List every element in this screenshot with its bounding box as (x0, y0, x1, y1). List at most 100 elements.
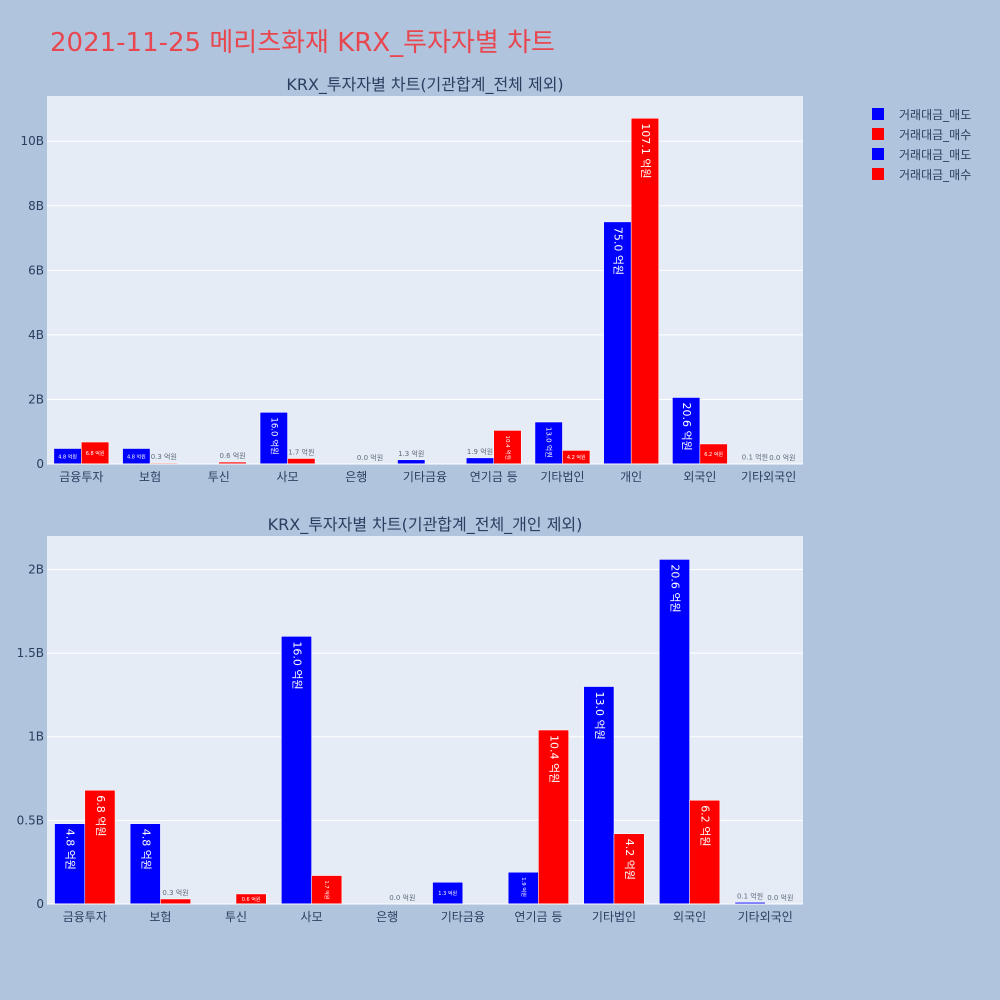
legend-label: 거래대금_매도 (899, 107, 972, 122)
legend-item[interactable]: 거래대금_매수 (872, 124, 971, 144)
data-label: 16.0 억원 (290, 641, 303, 689)
bar-sell (397, 459, 426, 465)
data-label: 6.2 억원 (699, 805, 712, 846)
bar-sell (507, 871, 539, 905)
bar-sell (465, 457, 494, 465)
x-tick-label: 기타외국인 (741, 470, 796, 484)
bar-sell (281, 636, 312, 905)
data-label: 0.0 억원 (767, 893, 793, 902)
legend-label: 거래대금_매수 (899, 127, 972, 142)
data-label: 10.4 억원 (548, 735, 561, 783)
legend-swatch-sell (872, 108, 884, 120)
bar-buy (538, 729, 569, 905)
chart-title: KRX_투자자별 차트(기관합계_전체 제외) (286, 75, 563, 95)
x-tick-label: 기타법인 (540, 470, 584, 484)
x-tick-label: 연기금 등 (514, 910, 562, 924)
y-tick-label: 8B (28, 199, 44, 213)
legend-label: 거래대금_매수 (899, 167, 972, 182)
data-label: 20.6 억원 (668, 564, 681, 612)
data-label: 0.3 억원 (162, 888, 188, 897)
data-label: 0.6 억원 (242, 896, 261, 903)
x-tick-label: 기타금융 (441, 910, 485, 924)
bar-sell (603, 221, 632, 465)
legend-swatch-buy (872, 128, 884, 140)
data-label: 1.7 억원 (323, 881, 330, 900)
data-label: 0.1 억원 (742, 453, 768, 462)
data-label: 10.4 억원 (504, 435, 512, 459)
data-label: 1.7 억원 (288, 448, 314, 457)
data-label: 20.6 억원 (680, 403, 693, 451)
x-tick-label: 투신 (208, 470, 230, 484)
data-label: 4.2 억원 (567, 454, 586, 461)
data-label: 107.1 억원 (639, 123, 652, 178)
data-label: 4.8 억원 (139, 829, 152, 870)
x-tick-label: 기타외국인 (738, 910, 793, 924)
data-label: 1.3 억원 (438, 890, 457, 897)
legend-swatch-buy (872, 168, 884, 180)
data-label: 6.8 억원 (94, 795, 107, 836)
data-label: 0.0 억원 (389, 893, 415, 902)
data-label: 13.0 억원 (593, 692, 606, 740)
bar-sell (534, 421, 563, 465)
data-label: 4.8 억원 (58, 453, 77, 460)
y-tick-label: 2B (28, 562, 44, 576)
data-label: 4.8 억원 (127, 453, 146, 460)
legend: 거래대금_매도 거래대금_매수 거래대금_매도 거래대금_매수 (872, 104, 971, 184)
legend-item[interactable]: 거래대금_매수 (872, 164, 971, 184)
data-label: 0.0 억원 (769, 453, 795, 462)
data-label: 1.3 억원 (398, 449, 424, 458)
data-label: 1.9 억원 (520, 877, 528, 897)
data-label: 6.8 억원 (86, 450, 105, 457)
data-label: 13.0 억원 (545, 427, 554, 458)
y-tick-label: 0.5B (17, 813, 44, 827)
data-label: 0.1 억원 (737, 891, 763, 900)
legend-item[interactable]: 거래대금_매도 (872, 104, 971, 124)
chart-2: KRX_투자자별 차트(기관합계_전체_개인 제외) 0 0.5B 1B 1.5B 2B 금… (17, 515, 803, 924)
x-tick-label: 사모 (301, 910, 323, 924)
data-label: 1.9 억원 (467, 447, 493, 456)
x-tick-label: 기타금융 (403, 470, 447, 484)
data-label: 0.6 억원 (219, 451, 245, 460)
x-tick-label: 외국인 (673, 910, 706, 924)
y-tick-label: 0 (36, 897, 44, 911)
y-tick-label: 2B (28, 392, 44, 406)
bar-sell (659, 559, 690, 905)
x-tick-label: 보험 (149, 910, 171, 924)
chart-title: KRX_투자자별 차트(기관합계_전체_개인 제외) (268, 515, 583, 535)
x-tick-label: 사모 (276, 470, 298, 484)
data-label: 0.0 억원 (357, 453, 383, 462)
page-title: 2021-11-25 메리츠화재 KRX_투자자별 차트 (50, 28, 555, 58)
data-label: 4.2 억원 (623, 839, 636, 880)
x-tick-label: 외국인 (683, 470, 716, 484)
legend-label: 거래대금_매도 (899, 147, 972, 162)
legend-item[interactable]: 거래대금_매도 (872, 144, 971, 164)
y-tick-label: 1B (28, 730, 44, 744)
y-tick-label: 6B (28, 263, 44, 277)
legend-swatch-sell (872, 148, 884, 160)
x-tick-label: 기타법인 (592, 910, 636, 924)
bar-buy (613, 833, 645, 905)
data-label: 0.3 억원 (151, 452, 177, 461)
bar-buy (287, 458, 316, 465)
bar-sell (583, 686, 615, 905)
bar-buy (160, 898, 191, 905)
x-tick-label: 연기금 등 (470, 470, 518, 484)
y-tick-label: 1.5B (17, 646, 44, 660)
y-tick-label: 4B (28, 328, 44, 342)
x-tick-label: 투신 (225, 910, 247, 924)
x-tick-label: 개인 (620, 470, 642, 484)
data-label: 16.0 억원 (268, 417, 280, 455)
y-tick-label: 10B (20, 134, 44, 148)
bar-sell (672, 397, 701, 465)
bar-sell (54, 823, 86, 905)
x-tick-label: 은행 (345, 469, 367, 484)
chart-1: KRX_투자자별 차트(기관합계_전체 제외) 0 2B 4B 6B 8B 10B 금융투자 4… (20, 75, 803, 484)
bar-buy (84, 790, 116, 905)
bar-buy (493, 430, 522, 465)
bar-sell (129, 823, 161, 905)
x-tick-label: 보험 (139, 470, 161, 484)
x-tick-label: 금융투자 (63, 910, 107, 924)
bar-buy (630, 118, 659, 465)
x-tick-label: 금융투자 (59, 470, 103, 484)
